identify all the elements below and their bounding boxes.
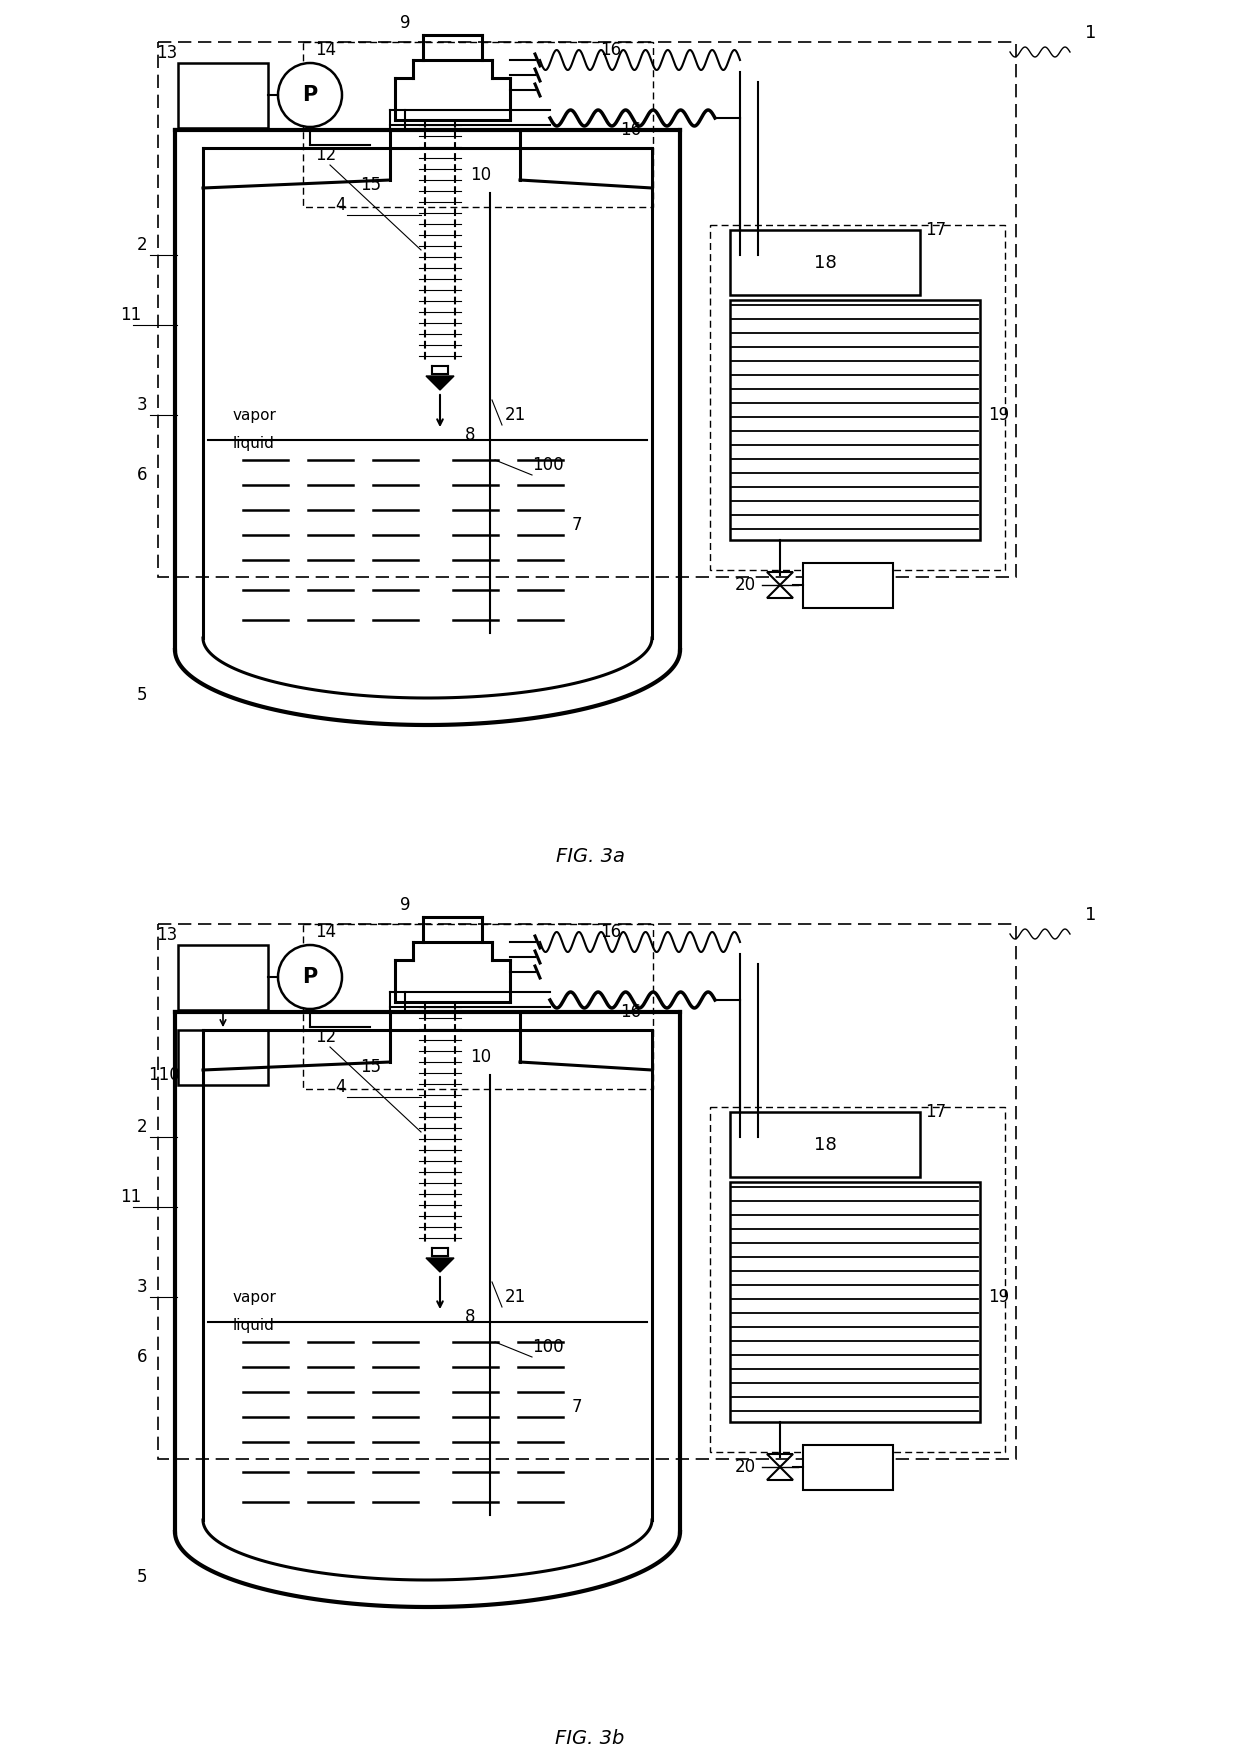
Text: vapor: vapor	[233, 1289, 277, 1305]
Text: 14: 14	[315, 41, 336, 58]
Text: P: P	[303, 85, 317, 106]
Text: 16: 16	[600, 923, 621, 940]
Text: 13: 13	[156, 44, 177, 62]
Text: 18: 18	[813, 254, 836, 272]
Text: 3: 3	[136, 395, 148, 415]
Bar	[804, 563, 893, 609]
Text: 100: 100	[532, 457, 564, 475]
Text: 20: 20	[735, 1459, 756, 1476]
Text: 2: 2	[136, 1118, 148, 1136]
Bar	[179, 1030, 268, 1085]
Text: 100: 100	[532, 1339, 564, 1357]
Text: 15: 15	[360, 176, 381, 194]
Text: 20: 20	[735, 577, 756, 594]
Text: 14: 14	[315, 923, 336, 940]
Text: 11: 11	[120, 1187, 141, 1207]
Text: 3: 3	[136, 1277, 148, 1297]
Bar	[804, 1445, 893, 1491]
Text: 8: 8	[465, 1307, 475, 1327]
Text: 21: 21	[505, 1288, 526, 1305]
Text: liquid: liquid	[233, 1318, 275, 1334]
Text: 12: 12	[315, 1028, 336, 1046]
Bar	[730, 1111, 920, 1177]
Text: 6: 6	[136, 466, 148, 483]
Text: 9: 9	[401, 14, 410, 32]
Text: 17: 17	[925, 1102, 946, 1120]
Text: 16: 16	[620, 1004, 641, 1021]
Bar	[303, 42, 653, 206]
Bar	[179, 64, 268, 129]
Text: 1: 1	[1085, 907, 1096, 924]
Text: 5: 5	[136, 1568, 148, 1586]
Text: 16: 16	[600, 41, 621, 58]
Text: 5: 5	[136, 686, 148, 704]
Bar	[730, 1182, 980, 1422]
Text: 6: 6	[136, 1348, 148, 1365]
Text: 4: 4	[335, 196, 346, 213]
Bar	[157, 42, 1016, 577]
Text: 18: 18	[813, 1136, 836, 1154]
Text: 7: 7	[572, 1399, 583, 1416]
Text: 1: 1	[1085, 25, 1096, 42]
Polygon shape	[427, 1258, 454, 1272]
Text: 16: 16	[620, 122, 641, 139]
Text: 10: 10	[470, 166, 491, 183]
Text: 10: 10	[470, 1048, 491, 1065]
Bar	[303, 924, 653, 1088]
Text: 12: 12	[315, 146, 336, 164]
Bar	[157, 924, 1016, 1459]
Text: 7: 7	[572, 517, 583, 534]
Bar	[711, 1108, 1004, 1452]
Text: FIG. 3b: FIG. 3b	[556, 1729, 625, 1748]
Bar	[730, 300, 980, 540]
Text: 2: 2	[136, 236, 148, 254]
Text: 9: 9	[401, 896, 410, 914]
Text: 13: 13	[156, 926, 177, 944]
Circle shape	[278, 64, 342, 127]
Text: 4: 4	[335, 1078, 346, 1095]
Text: 15: 15	[360, 1058, 381, 1076]
Text: vapor: vapor	[233, 407, 277, 423]
Text: 21: 21	[505, 406, 526, 423]
Text: P: P	[303, 967, 317, 988]
Text: 11: 11	[120, 305, 141, 325]
Bar	[730, 229, 920, 295]
Text: 110: 110	[148, 1065, 180, 1085]
Bar	[179, 946, 268, 1011]
Circle shape	[278, 946, 342, 1009]
Text: liquid: liquid	[233, 436, 275, 452]
Text: 19: 19	[988, 406, 1009, 423]
Text: FIG. 3a: FIG. 3a	[556, 847, 625, 866]
Bar	[711, 226, 1004, 570]
Text: 17: 17	[925, 220, 946, 238]
Text: 8: 8	[465, 425, 475, 445]
Text: 19: 19	[988, 1288, 1009, 1305]
Polygon shape	[427, 376, 454, 390]
